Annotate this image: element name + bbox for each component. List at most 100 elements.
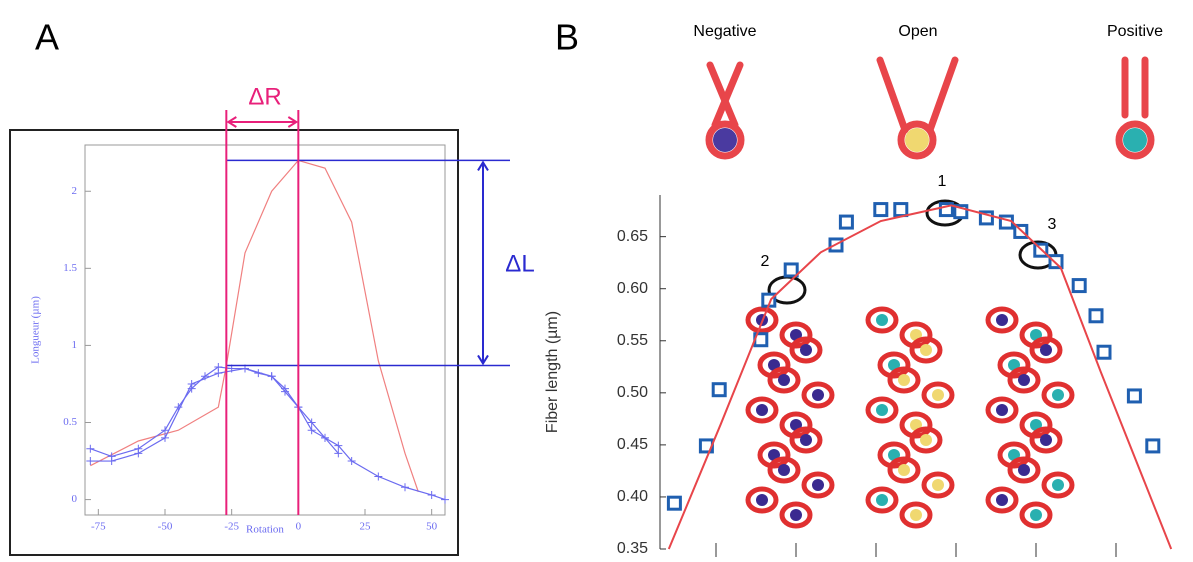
fiber-loop: [1041, 471, 1075, 499]
fiber-loop: [745, 396, 779, 424]
fiber-loop: [899, 411, 933, 439]
y-tick-label: 1: [72, 339, 78, 351]
circle-label: 2: [761, 253, 770, 270]
fiber-core: [1040, 434, 1052, 446]
point-marker: [267, 372, 276, 381]
fiber-loop: [865, 486, 899, 514]
point-marker: [134, 449, 143, 458]
fiber-core: [812, 389, 824, 401]
state-label: Negative: [693, 23, 756, 40]
point-marker: [161, 433, 169, 442]
state-diagram: [705, 56, 1155, 160]
fiber-loop: [887, 456, 921, 484]
point-marker: [214, 369, 223, 378]
panel-label: A: [35, 17, 59, 58]
fiber-loop: [1029, 426, 1063, 454]
y-axis-label: Fiber length (µm): [544, 311, 561, 433]
circle-label: 3: [1048, 216, 1057, 233]
fiber-loop: [779, 501, 813, 529]
point-marker: [1071, 278, 1087, 294]
fiber-loop: [789, 426, 823, 454]
point-marker: [187, 379, 196, 388]
y-tick-label: 0.60: [617, 280, 648, 297]
point-marker: [441, 495, 449, 504]
delta-r-label: ΔR: [248, 83, 281, 110]
point-marker: [1048, 254, 1064, 270]
point-marker: [666, 495, 682, 511]
fiber-loop: [801, 471, 835, 499]
series-line: [667, 204, 1173, 550]
fiber-loop: [985, 306, 1019, 334]
fiber-core: [920, 434, 932, 446]
point-marker: [1145, 438, 1161, 454]
point-marker: [307, 418, 316, 427]
fiber-loop: [757, 441, 791, 469]
fiber-loop: [767, 456, 801, 484]
y-tick-label: 0.65: [617, 228, 648, 245]
fiber-loop: [767, 366, 801, 394]
y-tick-label: 0.50: [617, 384, 648, 401]
fiber-loop: [1019, 501, 1053, 529]
fiber-loop: [921, 381, 955, 409]
point-marker: [838, 214, 854, 230]
fiber-loop: [877, 441, 911, 469]
y-axis-label: Longueur (µm): [30, 296, 42, 364]
fiber-core: [898, 374, 910, 386]
point-marker: [374, 472, 383, 481]
fiber-core: [756, 404, 768, 416]
fiber-loop: [909, 426, 943, 454]
fiber-core: [876, 314, 888, 326]
state-dot: [713, 128, 737, 152]
fiber-core: [910, 509, 922, 521]
x-tick-label: -50: [158, 521, 173, 533]
state-label: Positive: [1107, 23, 1163, 40]
fiber-loop: [865, 306, 899, 334]
fiber-loop: [801, 381, 835, 409]
series-line: [90, 366, 446, 501]
y-tick-label: 0.35: [617, 540, 648, 557]
fiber-core: [920, 344, 932, 356]
fiber-core: [898, 464, 910, 476]
fiber-core: [1018, 374, 1030, 386]
fiber-loop: [1019, 411, 1053, 439]
fiber-core: [800, 344, 812, 356]
y-tick-label: 2: [72, 185, 78, 197]
state-dot: [1123, 128, 1147, 152]
fiber-core: [996, 314, 1008, 326]
fiber-loop: [877, 351, 911, 379]
fiber-loop: [779, 321, 813, 349]
panel-frame: [9, 129, 459, 556]
point-marker: [873, 202, 889, 218]
point-marker: [427, 490, 436, 499]
point-marker: [334, 449, 343, 458]
fiber-loop: [789, 336, 823, 364]
y-tick-label: 1.5: [63, 262, 77, 274]
fiber-core: [1040, 344, 1052, 356]
fiber-loop: [1029, 336, 1063, 364]
fiber-core: [778, 374, 790, 386]
x-tick-label: -75: [91, 521, 106, 533]
fiber-core: [932, 479, 944, 491]
point-marker: [711, 382, 727, 398]
series-line: [90, 159, 419, 493]
point-marker: [86, 444, 95, 453]
fiber-illustrations: [745, 306, 1075, 529]
fiber-loop: [887, 366, 921, 394]
x-axis-label: Rotation: [246, 524, 284, 536]
x-tick-label: 25: [360, 521, 372, 533]
fiber-loop: [899, 501, 933, 529]
fiber-core: [790, 509, 802, 521]
fiber-loop: [1007, 456, 1041, 484]
delta-l-label: ΔL: [505, 250, 534, 277]
fiber-loop: [865, 396, 899, 424]
fiber-core: [932, 389, 944, 401]
point-marker: [161, 426, 169, 435]
fiber-loop: [757, 351, 791, 379]
delta-r-arrow: [226, 116, 299, 128]
circle-label: 1: [938, 173, 947, 190]
fiber-core: [756, 494, 768, 506]
fiber-loop: [997, 441, 1031, 469]
panel-label: B: [555, 17, 579, 58]
fiber-loop: [909, 336, 943, 364]
